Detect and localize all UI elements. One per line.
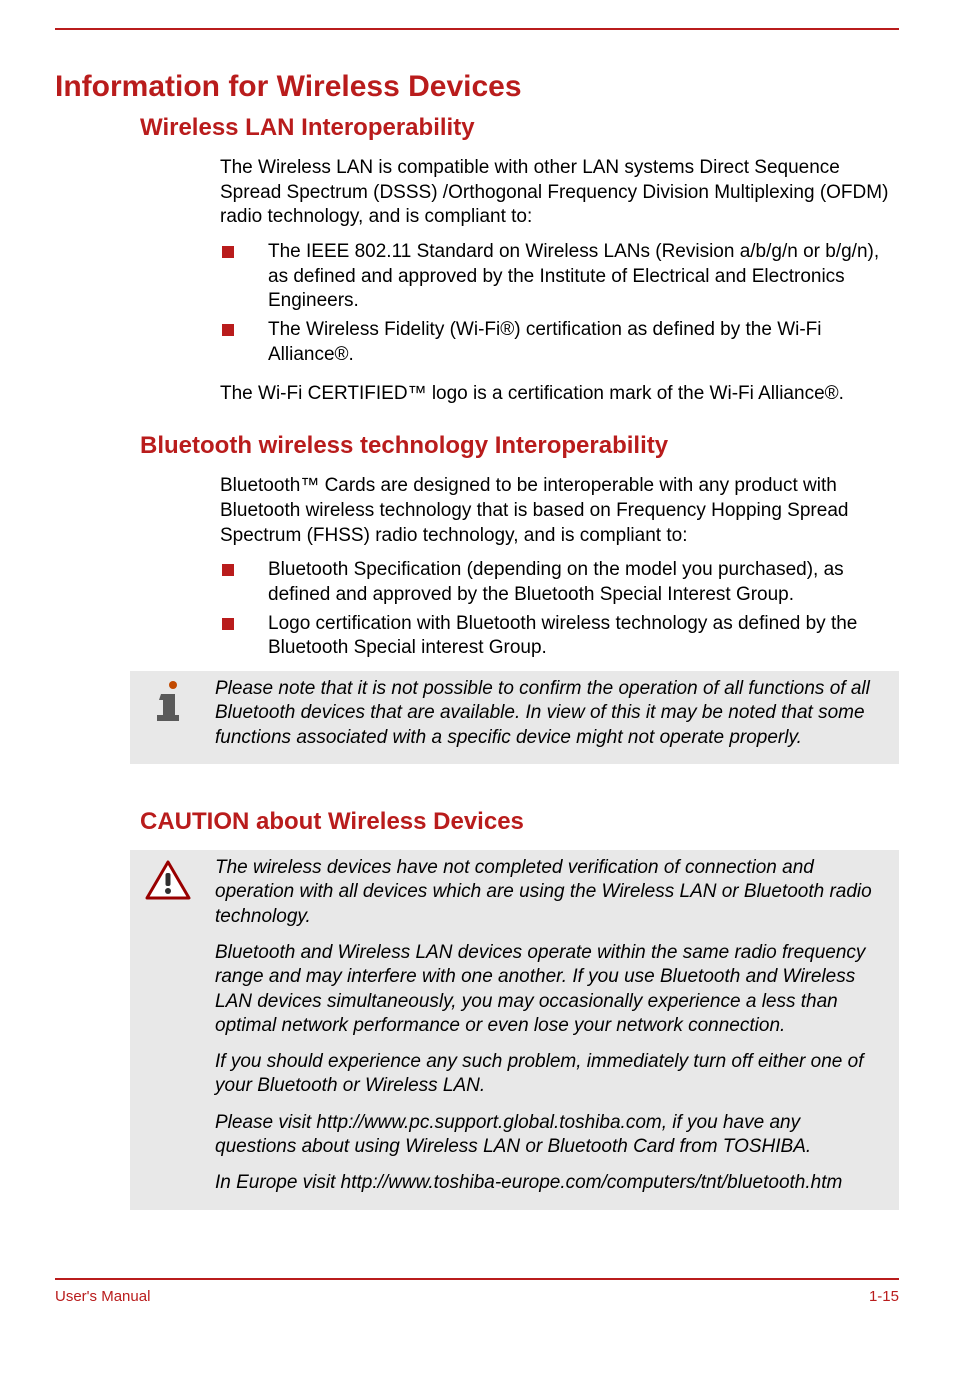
- main-heading: Information for Wireless Devices: [55, 70, 899, 104]
- page-footer: User's Manual 1-15: [55, 1278, 899, 1305]
- caution-para: If you should experience any such proble…: [215, 1050, 884, 1099]
- info-note: Please note that it is not possible to c…: [130, 671, 899, 764]
- list-item: The IEEE 802.11 Standard on Wireless LAN…: [220, 240, 894, 314]
- list-item: The Wireless Fidelity (Wi-Fi®) certifica…: [220, 318, 894, 367]
- bluetooth-intro: Bluetooth™ Cards are designed to be inte…: [220, 474, 894, 548]
- wifi-bullets: The IEEE 802.11 Standard on Wireless LAN…: [220, 240, 894, 367]
- caution-para: Bluetooth and Wireless LAN devices opera…: [215, 941, 884, 1038]
- list-item: Logo certification with Bluetooth wirele…: [220, 612, 894, 661]
- bluetooth-bullets: Bluetooth Specification (depending on th…: [220, 558, 894, 661]
- caution-note: The wireless devices have not completed …: [130, 850, 899, 1210]
- caution-heading: CAUTION about Wireless Devices: [140, 808, 899, 836]
- caution-icon: [130, 856, 205, 902]
- note-text: Please note that it is not possible to c…: [215, 677, 884, 750]
- footer-left: User's Manual: [55, 1288, 150, 1305]
- info-icon: [130, 677, 205, 723]
- top-rule: [55, 28, 899, 30]
- caution-para: The wireless devices have not completed …: [215, 856, 884, 929]
- caution-para: Please visit http://www.pc.support.globa…: [215, 1111, 884, 1160]
- caution-para: In Europe visit http://www.toshiba-europ…: [215, 1171, 884, 1195]
- list-item: Bluetooth Specification (depending on th…: [220, 558, 894, 607]
- wifi-intro: The Wireless LAN is compatible with othe…: [220, 156, 894, 230]
- caution-content: The wireless devices have not completed …: [205, 856, 889, 1196]
- wifi-heading: Wireless LAN Interoperability: [140, 114, 899, 142]
- bluetooth-heading: Bluetooth wireless technology Interopera…: [140, 432, 899, 460]
- wifi-outro: The Wi-Fi CERTIFIED™ logo is a certifica…: [220, 382, 894, 407]
- footer-right: 1-15: [869, 1288, 899, 1305]
- note-content: Please note that it is not possible to c…: [205, 677, 889, 750]
